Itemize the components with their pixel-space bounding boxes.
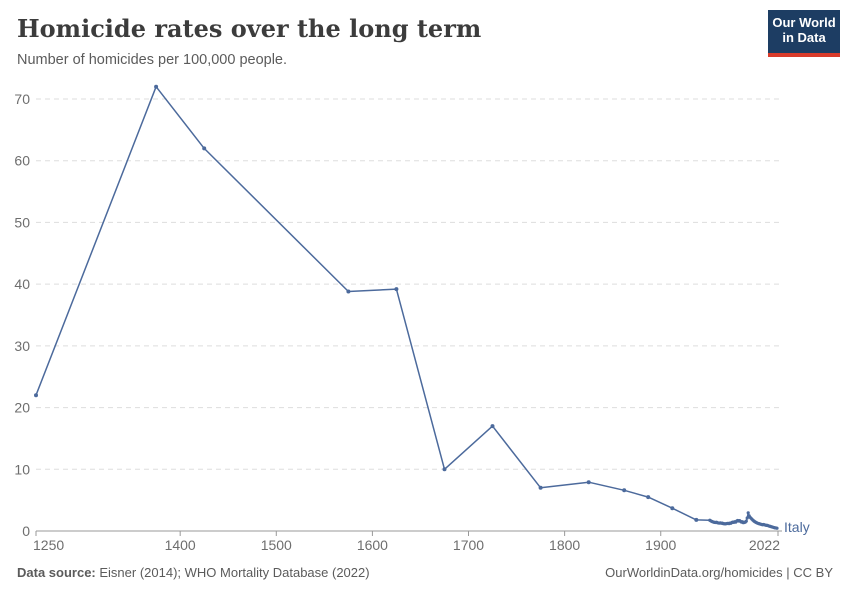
data-point[interactable]	[586, 480, 591, 485]
owid-logo-line1: Our World	[772, 15, 836, 30]
data-point[interactable]	[745, 516, 749, 520]
data-point[interactable]	[746, 511, 750, 515]
y-axis-label-0: 0	[22, 523, 30, 539]
data-point[interactable]	[694, 517, 699, 522]
page-title: Homicide rates over the long term	[17, 14, 482, 43]
data-source-text: Eisner (2014); WHO Mortality Database (2…	[95, 565, 370, 580]
data-source-note: Data source: Eisner (2014); WHO Mortalit…	[17, 565, 370, 580]
data-point[interactable]	[442, 467, 447, 472]
data-point[interactable]	[202, 146, 207, 151]
data-point[interactable]	[670, 506, 675, 511]
x-axis-label-1400: 1400	[165, 537, 196, 553]
y-axis-label-70: 70	[14, 91, 30, 107]
x-axis-label-1900: 1900	[645, 537, 676, 553]
x-axis-label-1600: 1600	[357, 537, 388, 553]
entity-label-italy[interactable]: Italy	[784, 519, 810, 535]
data-point[interactable]	[744, 519, 748, 523]
data-point[interactable]	[490, 424, 495, 429]
y-axis-label-10: 10	[14, 461, 30, 477]
data-point[interactable]	[154, 84, 159, 89]
x-axis-label-2022: 2022	[749, 537, 780, 553]
data-point[interactable]	[622, 488, 627, 493]
data-point[interactable]	[646, 495, 651, 500]
chart-subtitle: Number of homicides per 100,000 people.	[17, 52, 288, 68]
y-axis-label-60: 60	[14, 153, 30, 169]
owid-logo[interactable]: Our World in Data	[768, 10, 840, 57]
x-axis-label-1500: 1500	[261, 537, 292, 553]
data-source-label: Data source:	[17, 565, 96, 580]
x-axis-label-1800: 1800	[549, 537, 580, 553]
x-axis-label-1700: 1700	[453, 537, 484, 553]
data-point[interactable]	[394, 287, 399, 292]
y-axis-label-30: 30	[14, 338, 30, 354]
y-axis-label-50: 50	[14, 214, 30, 230]
data-point[interactable]	[346, 289, 351, 294]
owid-credit-link: OurWorldinData.org/homicides | CC BY	[605, 565, 833, 580]
data-point[interactable]	[34, 393, 38, 398]
owid-logo-line2: in Data	[782, 30, 826, 45]
x-axis-label-1250: 1250	[33, 537, 64, 553]
italy-line[interactable]	[35, 85, 778, 529]
data-point[interactable]	[538, 485, 543, 490]
y-axis-label-20: 20	[14, 400, 30, 416]
y-axis-label-40: 40	[14, 276, 30, 292]
chart-footer: Data source: Eisner (2014); WHO Mortalit…	[17, 565, 833, 580]
data-point[interactable]	[775, 526, 779, 530]
